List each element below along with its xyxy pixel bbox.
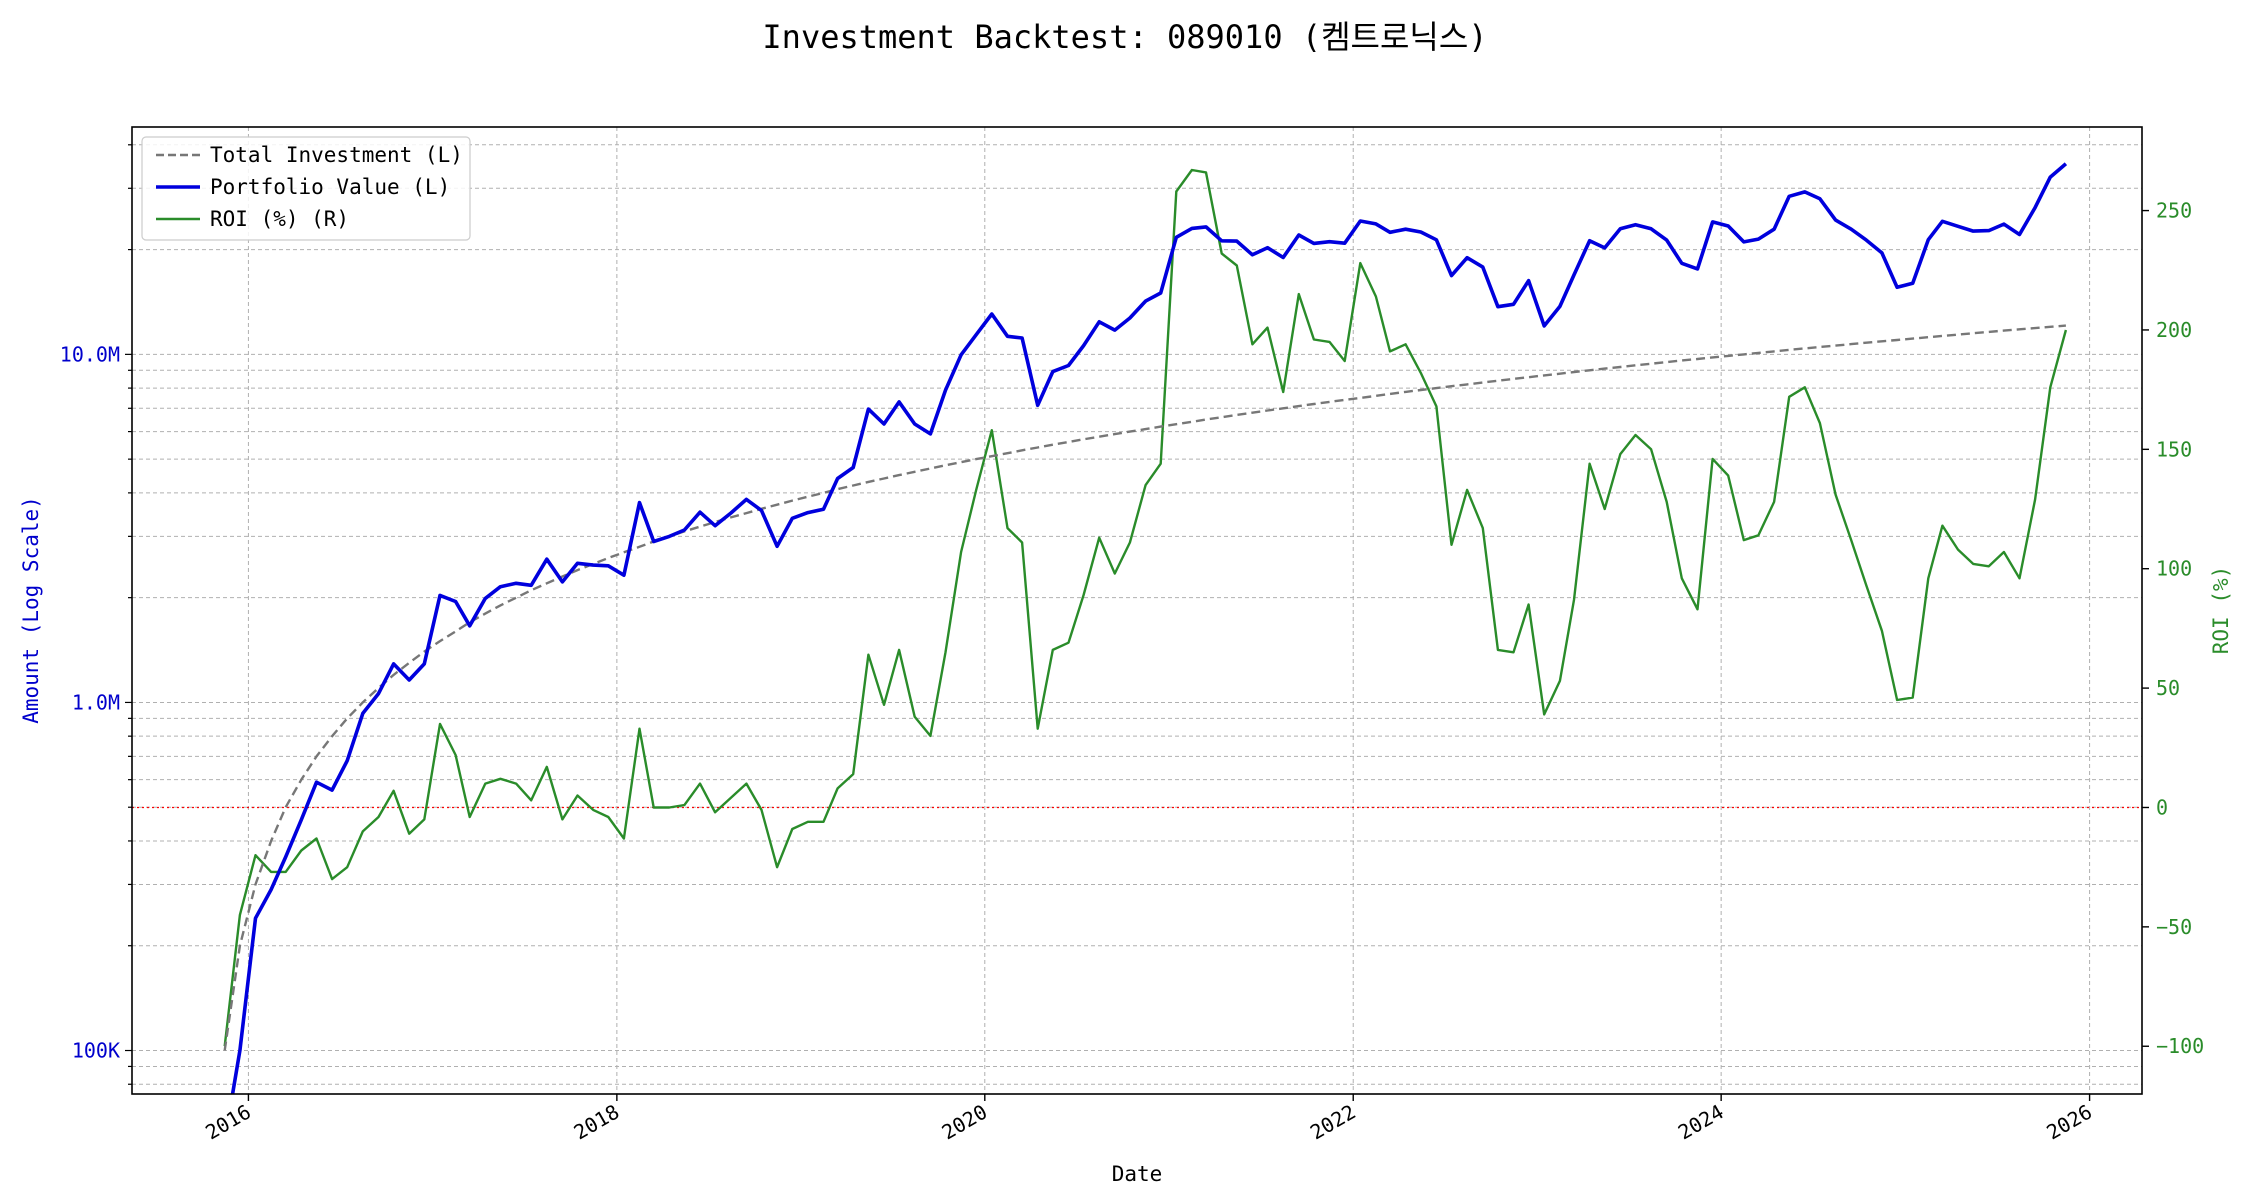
legend-label-total-investment: Total Investment (L) xyxy=(210,143,463,167)
axes: 2016 2018 2020 2022 2024 2026 100K 1.0M 10.0M −10… xyxy=(60,144,2204,1145)
x-tick-label: 2020 xyxy=(938,1100,992,1145)
y-right-tick-label: −100 xyxy=(2156,1034,2204,1058)
y-left-tick-label: 100K xyxy=(72,1039,120,1063)
y-right-tick-label: 150 xyxy=(2156,437,2192,461)
y-axis-right-label: ROI (%) xyxy=(2209,566,2233,655)
y-right-tick-label: 250 xyxy=(2156,199,2192,223)
grid xyxy=(132,127,2142,1094)
x-tick-label: 2022 xyxy=(1306,1100,1360,1145)
y-right-tick-label: 200 xyxy=(2156,318,2192,342)
x-tick-label: 2016 xyxy=(201,1100,255,1145)
x-tick-label: 2024 xyxy=(1674,1100,1728,1145)
y-right-tick-label: 0 xyxy=(2156,795,2168,819)
legend: Total Investment (L) Portfolio Value (L)… xyxy=(141,136,471,241)
legend-label-portfolio-value: Portfolio Value (L) xyxy=(210,175,450,199)
legend-box xyxy=(141,136,471,241)
y-axis-left-label: Amount (Log Scale) xyxy=(19,496,43,724)
x-tick-label: 2018 xyxy=(570,1100,624,1145)
y-right-tick-label: −50 xyxy=(2156,915,2192,939)
x-axis-label: Date xyxy=(1112,1162,1163,1186)
plot-frame xyxy=(131,126,2143,1095)
y-left-tick-label: 10.0M xyxy=(60,342,120,366)
x-tick-label: 2026 xyxy=(2042,1100,2096,1145)
y-right-tick-label: 100 xyxy=(2156,557,2192,581)
portfolio-value-line xyxy=(230,162,2068,1094)
series-layer xyxy=(223,162,2068,1094)
y-left-tick-label: 1.0M xyxy=(72,690,120,714)
legend-label-roi: ROI (%) (R) xyxy=(210,207,349,231)
total-investment-line xyxy=(223,324,2066,1051)
y-right-tick-label: 50 xyxy=(2156,676,2180,700)
chart-title: Investment Backtest: 089010 (켐트로닉스) xyxy=(762,18,1487,56)
roi-line xyxy=(223,168,2068,1047)
